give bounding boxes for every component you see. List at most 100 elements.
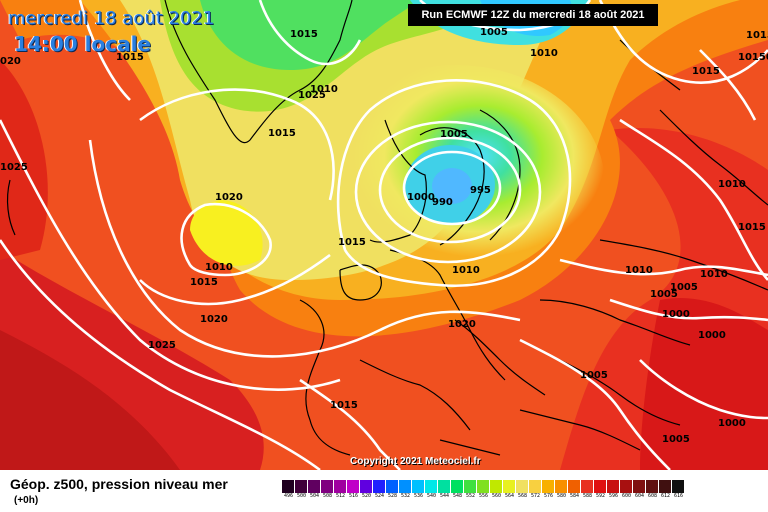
- isobar-label: 1020: [448, 319, 476, 330]
- isobar-label: 1005: [650, 289, 678, 300]
- map-time: 14:00 locale: [14, 32, 151, 56]
- color-scale-swatch: [594, 480, 607, 493]
- color-scale-swatch: [321, 480, 334, 493]
- color-scale-label: 596: [608, 493, 619, 499]
- isobar-label: 1005: [662, 434, 690, 445]
- isobar-labels: 1015 1005 1010 1015 1010 1015 1020 1025 …: [0, 27, 768, 445]
- color-scale-swatch: [516, 480, 529, 493]
- color-scale-swatch: [464, 480, 477, 493]
- color-scale-swatch: [490, 480, 503, 493]
- isobar-label: 1020: [200, 314, 228, 325]
- legend-subtitle: (+0h): [14, 495, 39, 506]
- color-scale-swatch: [282, 480, 295, 493]
- isobars: [0, 0, 768, 470]
- isobar-label: 1000: [718, 418, 746, 429]
- color-scale-label: 496: [283, 493, 294, 499]
- color-scale-label: 552: [465, 493, 476, 499]
- isobar-label: 1010: [718, 179, 746, 190]
- color-scale-label: 544: [439, 493, 450, 499]
- field-low-center: [432, 168, 472, 204]
- color-scale-swatch: [672, 480, 685, 493]
- color-scale-swatch: [555, 480, 568, 493]
- copyright-notice: Copyright 2021 Meteociel.fr: [350, 456, 481, 467]
- isobar-label: 995: [470, 185, 491, 196]
- color-scale-swatch: [438, 480, 451, 493]
- field-dark-red-sw-core: [0, 330, 180, 470]
- color-scale-label: 612: [660, 493, 671, 499]
- color-scale-label: 600: [621, 493, 632, 499]
- color-scale-label: 528: [387, 493, 398, 499]
- color-scale-swatch: [386, 480, 399, 493]
- color-scale-swatch: [399, 480, 412, 493]
- color-scale-labels: 496 500 504 508 512 516 520 524 528 532 536 540 544 5…: [282, 493, 685, 499]
- legend-title: Géop. z500, pression niveau mer: [10, 476, 228, 492]
- color-scale-swatch: [581, 480, 594, 493]
- color-scale-swatch: [347, 480, 360, 493]
- isobar-label: 1015: [738, 222, 766, 233]
- field-dark-red-se: [640, 297, 768, 470]
- color-scale-swatch: [633, 480, 646, 493]
- color-scale-swatch: [334, 480, 347, 493]
- color-scale-label: 560: [491, 493, 502, 499]
- field-green-north-2: [200, 0, 420, 70]
- isobar-label: 1000: [407, 192, 435, 203]
- isobar-label: 1000: [698, 330, 726, 341]
- isobar-label: 1015: [692, 66, 720, 77]
- color-scale-swatch: [308, 480, 321, 493]
- color-scale-label: 604: [634, 493, 645, 499]
- isobar-label: 1010: [452, 265, 480, 276]
- color-scale-label: 512: [335, 493, 346, 499]
- isobar-label: 020: [0, 56, 21, 67]
- color-scale-label: 564: [504, 493, 515, 499]
- color-scale: 496 500 504 508 512 516 520 524 528 532 536 540 544 5…: [282, 480, 685, 499]
- color-scale-swatch: [373, 480, 386, 493]
- color-scale-swatch: [451, 480, 464, 493]
- color-scale-swatch: [620, 480, 633, 493]
- weather-map: 1015 1005 1010 1015 1010 1015 1020 1025 …: [0, 0, 768, 470]
- color-scale-swatch: [659, 480, 672, 493]
- isobar-label: 1005: [580, 370, 608, 381]
- color-scale-label: 520: [361, 493, 372, 499]
- isobar-label: 1010: [310, 84, 338, 95]
- isobar-label: 1010: [625, 265, 653, 276]
- color-scale-label: 500: [296, 493, 307, 499]
- color-scale-label: 540: [426, 493, 437, 499]
- isobar-label: 1015: [338, 237, 366, 248]
- isobar-label: 1005: [670, 282, 698, 293]
- isobar-label: 1020: [215, 192, 243, 203]
- color-scale-swatches: [282, 480, 685, 493]
- color-scale-label: 572: [530, 493, 541, 499]
- color-scale-swatch: [412, 480, 425, 493]
- isobar-label: 1025: [298, 90, 326, 101]
- isobar-label: 1015: [116, 52, 144, 63]
- color-scale-label: 532: [400, 493, 411, 499]
- color-scale-label: 616: [673, 493, 684, 499]
- color-scale-label: 608: [647, 493, 658, 499]
- isobar-label: 1015: [330, 400, 358, 411]
- color-scale-label: 588: [582, 493, 593, 499]
- isobar-label: 1025: [0, 162, 28, 173]
- isobar-label: 1015: [746, 30, 768, 41]
- isobar-label: 1015: [290, 29, 318, 40]
- color-scale-swatch: [529, 480, 542, 493]
- color-scale-label: 568: [517, 493, 528, 499]
- field-dark-red-west: [0, 60, 48, 260]
- color-scale-label: 548: [452, 493, 463, 499]
- isobar-label: 1005: [480, 27, 508, 38]
- color-scale-label: 504: [309, 493, 320, 499]
- color-scale-label: 524: [374, 493, 385, 499]
- isobar-label: 10150: [738, 52, 768, 63]
- color-scale-swatch: [477, 480, 490, 493]
- color-scale-label: 580: [556, 493, 567, 499]
- isobar-label: 1010: [530, 48, 558, 59]
- color-scale-swatch: [503, 480, 516, 493]
- isobar-label: 1010: [205, 262, 233, 273]
- isobar-label: 1010: [700, 269, 728, 280]
- isobar-label: 1015: [268, 128, 296, 139]
- isobar-label: 1005: [440, 129, 468, 140]
- legend-bar: Géop. z500, pression niveau mer (+0h) 49…: [0, 470, 768, 512]
- color-scale-label: 508: [322, 493, 333, 499]
- color-scale-swatch: [646, 480, 659, 493]
- isobar-label: 1025: [148, 340, 176, 351]
- color-scale-swatch: [360, 480, 373, 493]
